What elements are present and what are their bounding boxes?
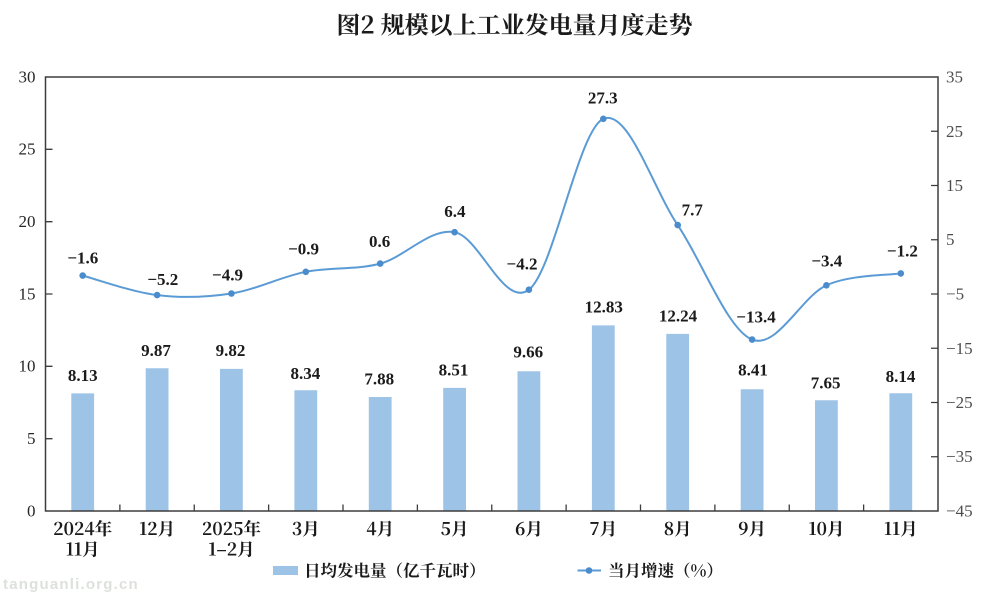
svg-text:12.83: 12.83 xyxy=(585,298,623,317)
svg-text:−5: −5 xyxy=(946,285,964,304)
svg-text:−35: −35 xyxy=(946,447,973,466)
svg-text:−3.4: −3.4 xyxy=(811,251,842,270)
svg-text:9.66: 9.66 xyxy=(513,343,543,362)
svg-text:7.7: 7.7 xyxy=(682,201,704,220)
svg-text:8.34: 8.34 xyxy=(291,364,321,383)
svg-text:−0.9: −0.9 xyxy=(288,240,319,259)
svg-text:25: 25 xyxy=(946,122,963,141)
svg-text:8.13: 8.13 xyxy=(68,366,98,385)
svg-text:6.4: 6.4 xyxy=(444,202,466,221)
svg-text:9.87: 9.87 xyxy=(141,341,171,360)
svg-text:8.51: 8.51 xyxy=(439,361,469,380)
svg-text:−4.2: −4.2 xyxy=(507,255,538,274)
svg-text:30: 30 xyxy=(19,67,36,86)
svg-text:0.6: 0.6 xyxy=(369,232,390,251)
svg-text:7.65: 7.65 xyxy=(811,373,841,392)
svg-text:8.14: 8.14 xyxy=(886,367,916,386)
svg-text:0: 0 xyxy=(27,501,36,520)
svg-text:tanguanli.org.cn: tanguanli.org.cn xyxy=(3,576,139,593)
svg-text:−45: −45 xyxy=(946,502,973,521)
svg-text:35: 35 xyxy=(946,68,963,87)
svg-text:27.3: 27.3 xyxy=(588,89,618,108)
svg-text:−4.9: −4.9 xyxy=(212,266,243,285)
svg-text:8.41: 8.41 xyxy=(738,361,768,380)
svg-text:10: 10 xyxy=(19,357,36,376)
svg-text:−13.4: −13.4 xyxy=(736,308,776,327)
svg-text:5: 5 xyxy=(946,230,955,249)
svg-text:−25: −25 xyxy=(946,393,973,412)
svg-text:15: 15 xyxy=(946,176,963,195)
svg-text:−1.6: −1.6 xyxy=(67,249,98,268)
svg-text:5: 5 xyxy=(27,429,36,448)
svg-text:−15: −15 xyxy=(946,339,973,358)
svg-text:15: 15 xyxy=(19,284,36,303)
svg-text:7.88: 7.88 xyxy=(364,370,394,389)
svg-text:12.24: 12.24 xyxy=(659,307,698,326)
svg-text:−1.2: −1.2 xyxy=(887,242,918,261)
svg-text:−5.2: −5.2 xyxy=(147,270,178,289)
svg-text:25: 25 xyxy=(19,140,36,159)
svg-text:9.82: 9.82 xyxy=(216,341,246,360)
svg-text:20: 20 xyxy=(19,212,36,231)
